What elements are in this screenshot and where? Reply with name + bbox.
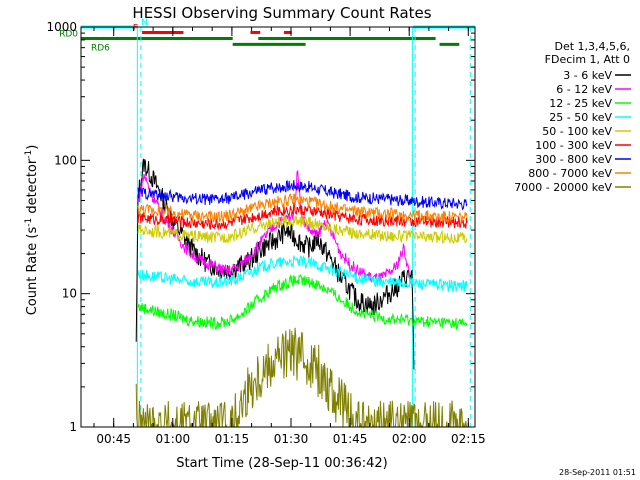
chart-title: HESSI Observing Summary Count Rates bbox=[132, 4, 431, 22]
x-tick-label: 01:15 bbox=[215, 432, 250, 446]
y-tick-label: 100 bbox=[54, 153, 77, 167]
y-axis-label-end: ) bbox=[25, 145, 40, 150]
series-line bbox=[137, 180, 468, 211]
y-tick-label: 1000 bbox=[46, 20, 77, 34]
legend-header-line-1: Det 1,3,4,5,6, bbox=[554, 40, 630, 53]
series-line bbox=[137, 193, 468, 224]
legend-entry-label: 800 - 7000 keV bbox=[528, 167, 612, 180]
series-line bbox=[137, 214, 468, 245]
y-tick-label: 10 bbox=[62, 287, 77, 301]
y-tick-label: 1 bbox=[69, 420, 77, 434]
legend-entry-label: 300 - 800 keV bbox=[535, 153, 612, 166]
legend-entry-label: 3 - 6 keV bbox=[563, 69, 612, 82]
series-line bbox=[137, 255, 468, 293]
legend-header-line-2: FDecim 1, Att 0 bbox=[545, 53, 630, 66]
y-axis-label-mid: detector bbox=[25, 158, 40, 218]
y-axis-label-sup1: -1 bbox=[24, 218, 34, 227]
x-tick-label: 01:00 bbox=[156, 432, 191, 446]
x-tick-label: 01:45 bbox=[333, 432, 368, 446]
series-line bbox=[137, 202, 468, 231]
flag-label: N bbox=[141, 18, 148, 28]
x-tick-label: 00:45 bbox=[96, 432, 131, 446]
vertical-markers bbox=[136, 27, 471, 427]
y-axis-label: Count Rate (s-1 detector-1) bbox=[24, 145, 40, 316]
x-tick-label: 02:00 bbox=[392, 432, 427, 446]
legend-entry-label: 50 - 100 keV bbox=[542, 125, 612, 138]
legend: Det 1,3,4,5,6, FDecim 1, Att 0 3 - 6 keV… bbox=[514, 40, 631, 194]
y-axis-label-main: Count Rate (s bbox=[25, 227, 40, 316]
flag-label: F bbox=[133, 23, 138, 33]
legend-entry-label: 25 - 50 keV bbox=[549, 111, 612, 124]
flag-label: RD0 bbox=[59, 29, 78, 39]
timestamp-stamp: 28-Sep-2011 01:51 bbox=[559, 468, 636, 477]
x-axis: 00:45 01:00 01:15 01:30 01:45 02:00 02:15 bbox=[93, 27, 486, 446]
legend-entry-label: 12 - 25 keV bbox=[549, 97, 612, 110]
x-axis-label: Start Time (28-Sep-11 00:36:42) bbox=[176, 456, 387, 471]
flag-label: RD6 bbox=[91, 43, 110, 53]
legend-entry-label: 100 - 300 keV bbox=[535, 139, 612, 152]
series-line bbox=[137, 273, 468, 331]
x-tick-label: 02:15 bbox=[451, 432, 486, 446]
series-line bbox=[135, 158, 415, 370]
legend-entry-label: 7000 - 20000 keV bbox=[514, 181, 612, 194]
series-line bbox=[135, 327, 468, 429]
legend-entry-label: 6 - 12 keV bbox=[556, 83, 612, 96]
series-layer bbox=[135, 158, 468, 429]
y-axis: 1 10 100 1000 bbox=[46, 20, 475, 434]
x-tick-label: 01:30 bbox=[274, 432, 309, 446]
y-axis-label-sup2: -1 bbox=[24, 150, 34, 159]
plot-frame bbox=[80, 26, 476, 428]
